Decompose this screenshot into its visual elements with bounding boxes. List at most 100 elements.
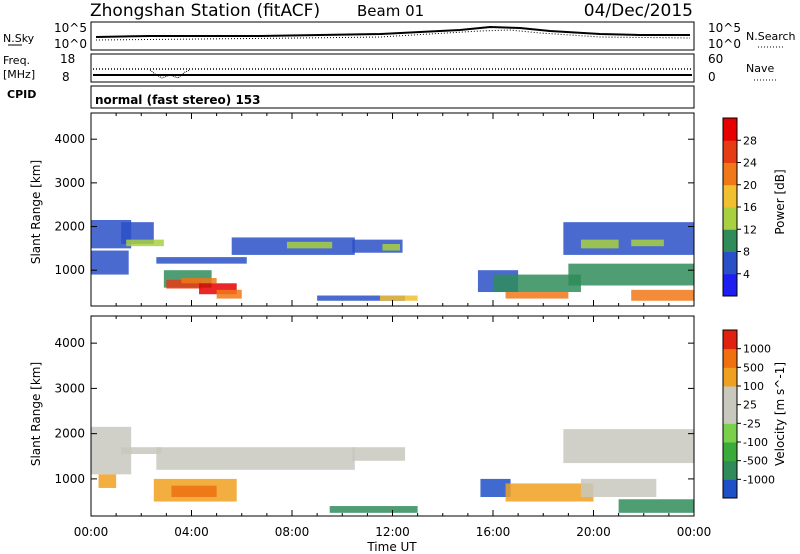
power-colorbar-tick-label: 12 [743, 223, 757, 236]
power-echo-region [216, 289, 242, 299]
power-colorbar-segment [723, 140, 737, 163]
velocity-colorbar-segment [723, 404, 737, 424]
power-echo-region [91, 250, 129, 275]
nsky-tick-bottom: 10^0 [54, 37, 87, 51]
power-echo-region [121, 222, 154, 244]
power-echo-region [156, 257, 247, 264]
power-echo-region [317, 295, 406, 301]
power-ytick-label: 3000 [54, 176, 85, 190]
nsky-frame [90, 21, 695, 51]
time-tick-label: 12:00 [375, 525, 410, 539]
nsearch-tick-top: 10^5 [708, 21, 741, 35]
power-colorbar-tick-label: 20 [743, 179, 757, 192]
freq-frame [90, 53, 695, 83]
power-echo-region [286, 241, 333, 249]
power-echo-region [382, 243, 401, 251]
velocity-echo-region [98, 474, 117, 488]
freq-label: Freq. [3, 54, 30, 67]
freq-unit: [MHz] [3, 68, 35, 81]
power-colorbar-segment [723, 273, 737, 297]
power-colorbar-tick-label: 16 [743, 201, 757, 214]
velocity-echo-region [505, 483, 594, 502]
nsky-tick-top: 10^5 [54, 21, 87, 35]
time-tick-label: 20:00 [576, 525, 611, 539]
velocity-echo-region [352, 447, 406, 461]
cpid-frame [90, 85, 695, 109]
power-data-layer [91, 219, 694, 301]
power-panel: 1000 2000 3000 4000 Slant Range [km] 4 8 12 16… [29, 112, 787, 307]
power-echo-region [181, 278, 217, 284]
velocity-colorbar-frame [722, 329, 738, 499]
velocity-colorbar-segment [723, 367, 737, 387]
power-colorbar-segment [723, 251, 737, 275]
power-echo-region [580, 239, 619, 249]
cpid-label: CPID [7, 88, 36, 101]
velocity-colorbar-tick-label: 100 [743, 380, 764, 393]
power-colorbar-tick-label: 8 [743, 246, 750, 259]
time-tick-label: 00:00 [74, 525, 109, 539]
velocity-echo-region [171, 485, 217, 497]
velocity-echo-region [580, 478, 657, 497]
station-title: Zhongshan Station (fitACF) [90, 1, 320, 21]
nsky-trace [95, 25, 690, 38]
freq-tick-bottom: 8 [62, 70, 70, 84]
power-colorbar-label: Power [dB] [773, 169, 787, 234]
power-colorbar: 4 8 12 16 20 24 28 [722, 117, 757, 297]
nsearch-label: N.Search [746, 30, 796, 43]
velocity-y-ticks: 1000 2000 3000 4000 [54, 316, 695, 516]
power-colorbar-tick-label: 24 [743, 157, 757, 170]
power-colorbar-tick-label: 28 [743, 134, 757, 147]
velocity-panel: 1000 2000 3000 4000 Slant Range [km] 1000 50… [29, 315, 787, 517]
power-colorbar-segment [723, 229, 737, 252]
velocity-echo-region [618, 499, 694, 513]
velocity-ytick-label: 2000 [54, 427, 85, 441]
velocity-colorbar-segment [723, 330, 737, 350]
velocity-colorbar-segment [723, 442, 737, 462]
power-echo-region [379, 295, 418, 301]
date-title: 04/Dec/2015 [584, 1, 693, 21]
time-tick-label: 00:00 [677, 525, 712, 539]
velocity-colorbar-tick-label: -1000 [743, 473, 775, 486]
velocity-echo-region [329, 506, 418, 513]
velocity-ytick-label: 1000 [54, 472, 85, 486]
velocity-colorbar-tick-label: 25 [743, 399, 757, 412]
power-echo-region [493, 274, 581, 293]
velocity-colorbar-segment [723, 460, 737, 480]
power-echo-region [631, 289, 694, 301]
nave-tick-bottom: 0 [708, 70, 716, 84]
nsearch-trace [95, 29, 691, 41]
power-echo-region [568, 263, 694, 286]
nsky-label: N.Sky [3, 32, 35, 45]
power-echo-region [631, 239, 664, 247]
velocity-echo-region [156, 447, 355, 470]
power-echo-region [563, 222, 694, 255]
velocity-colorbar-tick-label: -25 [743, 417, 761, 430]
cpid-text: normal (fast stereo) 153 [95, 93, 261, 107]
power-echo-region [166, 279, 202, 289]
velocity-colorbar-segment [723, 348, 737, 368]
nsearch-tick-bottom: 10^0 [708, 37, 741, 51]
time-axis-label: Time UT [366, 540, 417, 554]
velocity-colorbar-tick-label: -100 [743, 436, 768, 449]
time-axis: 00:00 04:00 08:00 12:00 16:00 20:00 00:00 [74, 525, 712, 539]
power-colorbar-segment [723, 118, 737, 141]
power-ytick-label: 1000 [54, 263, 85, 277]
power-echo-region [505, 292, 569, 299]
freq-panel: Freq. [MHz] 18 8 60 0 Nave [3, 52, 776, 84]
velocity-colorbar-label: Velocity [m s^-1] [773, 362, 787, 466]
velocity-colorbar-tick-label: -500 [743, 455, 768, 468]
nave-dip [149, 69, 191, 79]
power-colorbar-tick-label: 4 [743, 268, 750, 281]
velocity-echo-region [121, 447, 162, 455]
power-echo-region [126, 239, 164, 247]
beam-title: Beam 01 [357, 2, 424, 20]
time-tick-label: 16:00 [476, 525, 511, 539]
time-tick-label: 08:00 [275, 525, 310, 539]
velocity-colorbar-tick-label: 1000 [743, 343, 771, 356]
velocity-colorbar-segment [723, 479, 737, 499]
time-tick-label: 04:00 [174, 525, 209, 539]
freq-tick-top: 18 [60, 52, 75, 66]
velocity-ytick-label: 4000 [54, 336, 85, 350]
nsky-panel: N.Sky 10^5 10^0 10^5 10^0 N.Search [3, 21, 796, 51]
